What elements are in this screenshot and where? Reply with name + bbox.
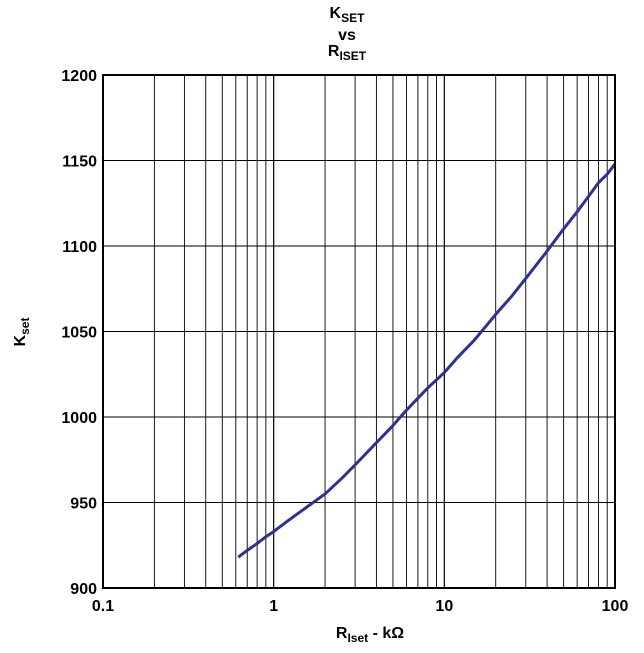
x-tick-label: 1 bbox=[269, 598, 278, 615]
y-tick-label: 1200 bbox=[61, 68, 97, 85]
x-tick-label: 0.1 bbox=[92, 598, 114, 615]
chart-title-line3: RISET bbox=[328, 43, 367, 63]
x-tick-label: 100 bbox=[602, 598, 629, 615]
chart-title-line2: vs bbox=[338, 27, 356, 44]
y-tick-label: 950 bbox=[70, 496, 97, 513]
x-tick-labels: 0.1 1 10 100 bbox=[92, 598, 629, 615]
chart-title-k: K bbox=[330, 5, 342, 22]
series-line bbox=[238, 164, 615, 557]
y-tick-label: 900 bbox=[70, 581, 97, 598]
y-tick-label: 1100 bbox=[62, 239, 97, 256]
x-axis-label: RIset - kΩ bbox=[336, 625, 404, 645]
y-tick-label: 1000 bbox=[61, 410, 97, 427]
y-tick-label: 1150 bbox=[62, 154, 97, 171]
x-axis-label-subscript: Iset bbox=[347, 631, 368, 645]
x-axis-label-suffix: - kΩ bbox=[368, 625, 404, 642]
x-axis-label-main: R bbox=[336, 625, 348, 642]
y-axis-label: Kset bbox=[12, 318, 32, 347]
y-tick-label: 1050 bbox=[61, 325, 97, 342]
chart-title-line1: KSET bbox=[330, 5, 366, 25]
chart-title-r-subscript: ISET bbox=[339, 49, 366, 63]
grid bbox=[103, 75, 615, 588]
y-axis-label-main: K bbox=[12, 334, 29, 346]
x-tick-label: 10 bbox=[435, 598, 453, 615]
y-tick-labels: 900 950 1000 1050 1100 1150 1200 bbox=[61, 68, 97, 598]
series-group bbox=[238, 164, 615, 557]
y-axis-label-subscript: set bbox=[18, 318, 32, 335]
chart-title-r: R bbox=[328, 43, 340, 60]
chart-title-k-subscript: SET bbox=[341, 11, 365, 25]
